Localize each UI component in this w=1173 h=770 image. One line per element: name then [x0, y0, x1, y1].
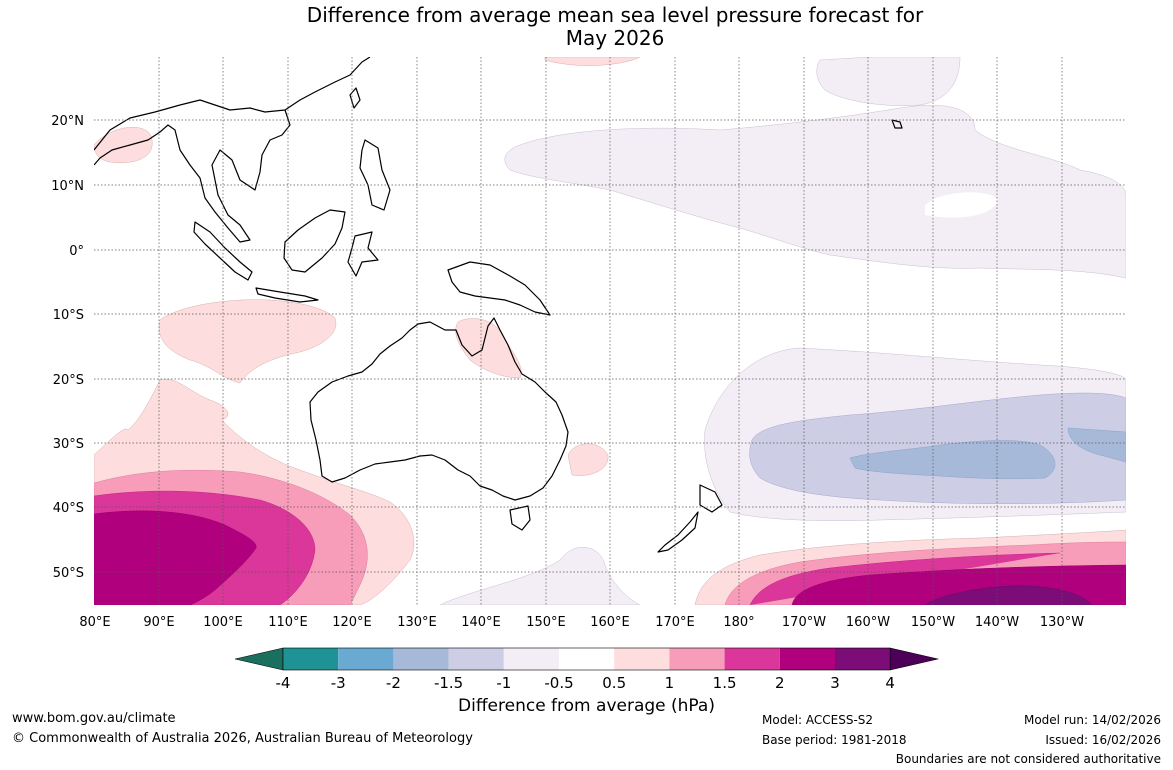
anomaly-region-queensland	[455, 318, 522, 379]
coastline-java	[255, 287, 319, 303]
lat-label-30s: 30°S	[53, 437, 84, 452]
colorbar-tick-label: -3	[331, 674, 346, 692]
colorbar	[234, 647, 939, 671]
lon-label-130e: 130°E	[397, 615, 437, 630]
colorbar-tick-label: 1	[665, 674, 675, 692]
colorbar-segment	[393, 648, 449, 670]
lat-label-20n: 20°N	[51, 114, 84, 129]
lon-label-160w: 160°W	[846, 615, 890, 630]
anomaly-region-south-pacific-minus1-5b	[1067, 427, 1126, 463]
anomaly-region-southern-ocean-weak	[439, 547, 641, 605]
coastline-new-guinea	[447, 261, 551, 316]
coastline-philippines	[359, 139, 391, 211]
coastline-taiwan	[349, 87, 361, 109]
colorbar-segment	[503, 648, 559, 670]
lon-label-180: 180°	[723, 615, 754, 630]
coastline-borneo	[283, 209, 346, 273]
footer-website[interactable]: www.bom.gov.au/climate	[12, 711, 176, 726]
anomaly-region-southern-pacific-3	[924, 585, 1093, 605]
title-line-1: Difference from average mean sea level p…	[306, 3, 924, 27]
lon-label-150w: 150°W	[911, 615, 955, 630]
anomaly-region-south-china	[94, 127, 153, 163]
lon-label-130w: 130°W	[1040, 615, 1084, 630]
colorbar-tick-label: 2	[775, 674, 785, 692]
footer-model-run: Model run: 14/02/2026	[1023, 713, 1161, 727]
lon-label-90e: 90°E	[143, 615, 174, 630]
colorbar-tick-label: 3	[830, 674, 840, 692]
colorbar-segment	[724, 648, 780, 670]
lat-label-40s: 40°S	[53, 501, 84, 516]
colorbar-outline	[282, 647, 891, 671]
footer-base-period: Base period: 1981-2018	[762, 733, 907, 747]
anomaly-region-tasman	[567, 443, 609, 476]
footer-disclaimer: Boundaries are not considered authoritat…	[895, 752, 1161, 766]
lat-label-10s: 10°S	[53, 308, 84, 323]
lon-label-140w: 140°W	[975, 615, 1019, 630]
colorbar-tick-label: -1	[496, 674, 511, 692]
map-title: Difference from average mean sea level p…	[0, 4, 1173, 50]
anomaly-region-north-pacific-small	[544, 57, 641, 66]
coastline-new-zealand-north	[699, 484, 723, 513]
graticule	[94, 57, 1126, 605]
colorbar-tick-labels: -4 -3 -2 -1.5 -1 -0.5 0.5 1 1.5 2 3 4	[276, 674, 895, 692]
colorbar-segment	[835, 648, 891, 670]
colorbar-tick-label: -2	[386, 674, 401, 692]
coastline-mainland-se-asia	[94, 57, 371, 243]
coastline-australia	[309, 317, 569, 501]
colorbar-segment	[448, 648, 504, 670]
colorbar-segment	[669, 648, 725, 670]
lon-label-170w: 170°W	[782, 615, 826, 630]
lon-label-170e: 170°E	[655, 615, 695, 630]
lon-label-120e: 120°E	[332, 615, 372, 630]
colorbar-segment	[338, 648, 394, 670]
colorbar-segment	[559, 648, 615, 670]
anomaly-hole-central-pacific	[925, 192, 998, 218]
lon-label-110e: 110°E	[268, 615, 308, 630]
lon-label-160e: 160°E	[590, 615, 630, 630]
lat-label-10n: 10°N	[51, 179, 84, 194]
colorbar-tick-label: -1.5	[434, 674, 463, 692]
colorbar-tick-label: -0.5	[544, 674, 573, 692]
pressure-anomaly-fields	[94, 57, 1126, 605]
colorbar-segment	[779, 648, 835, 670]
coastline-new-zealand-south	[657, 511, 699, 553]
coastline-hawaii	[891, 119, 903, 129]
anomaly-region-indian-ocean	[158, 299, 337, 384]
colorbar-segment	[614, 648, 670, 670]
anomaly-region-nw-pacific	[504, 105, 1126, 279]
anomaly-region-south-pacific-minus1-5	[849, 440, 1056, 480]
colorbar-tick-label: 1.5	[713, 674, 737, 692]
lon-label-140e: 140°E	[461, 615, 501, 630]
coastline-sulawesi	[347, 231, 379, 277]
lon-label-150e: 150°E	[526, 615, 566, 630]
longitude-labels: 80°E 90°E 100°E 110°E 120°E 130°E 140°E …	[79, 615, 1084, 630]
lat-label-0: 0°	[69, 244, 84, 259]
coastline-tasmania	[509, 505, 531, 531]
colorbar-segment	[283, 648, 339, 670]
lat-label-50s: 50°S	[53, 566, 84, 581]
colorbar-tick-label: 4	[885, 674, 895, 692]
coastlines	[94, 57, 903, 553]
anomaly-region-northern-pacific	[816, 57, 961, 106]
colorbar-arrow-low	[234, 647, 284, 671]
footer-model: Model: ACCESS-S2	[762, 713, 874, 727]
colorbar-title: Difference from average (hPa)	[458, 696, 715, 716]
colorbar-tick-label: 0.5	[602, 674, 626, 692]
colorbar-tick-label: -4	[276, 674, 291, 692]
anomaly-region-southern-indian-2	[94, 510, 257, 605]
coastline-sumatra	[193, 221, 253, 281]
lon-label-100e: 100°E	[203, 615, 243, 630]
lat-label-20s: 20°S	[53, 373, 84, 388]
footer-issued: Issued: 16/02/2026	[1045, 733, 1161, 747]
lon-label-80e: 80°E	[79, 615, 110, 630]
title-line-2: May 2026	[565, 26, 665, 50]
footer-copyright: © Commonwealth of Australia 2026, Austra…	[12, 731, 473, 746]
latitude-labels: 20°N 10°N 0° 10°S 20°S 30°S 40°S 50°S	[51, 114, 84, 581]
colorbar-arrow-high	[889, 647, 939, 671]
